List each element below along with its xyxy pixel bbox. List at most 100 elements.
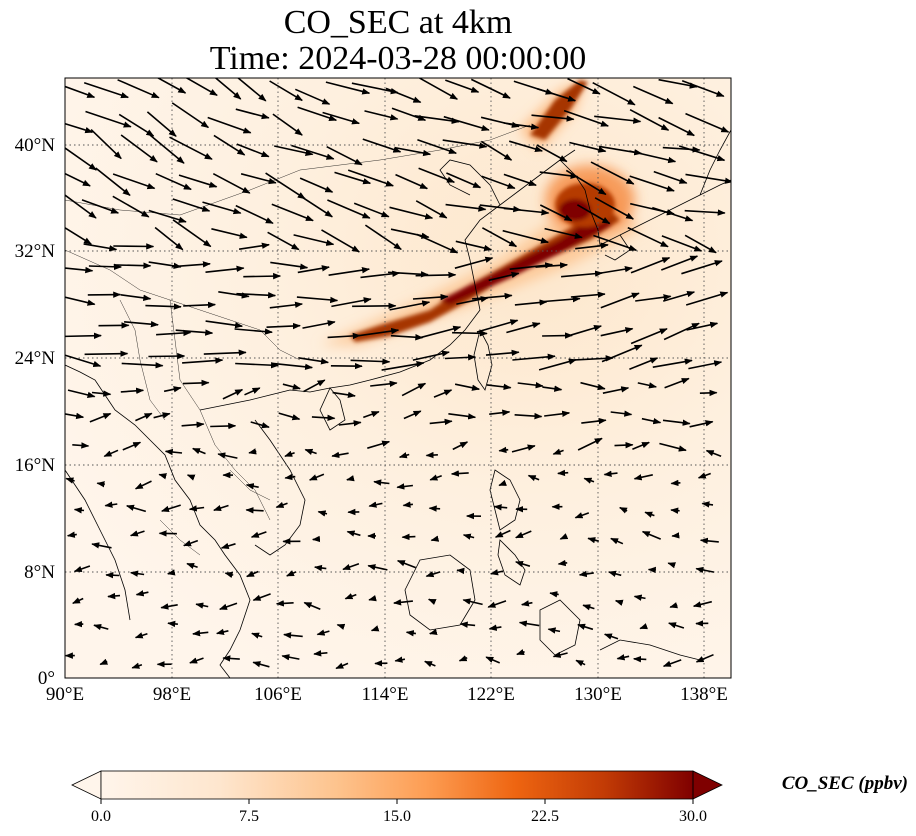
wind-vector-arrow xyxy=(669,602,679,609)
wind-vector-arrow xyxy=(575,242,609,250)
wind-vector-arrow xyxy=(145,303,182,310)
wind-vector-arrow xyxy=(346,530,361,537)
wind-vector-arrow xyxy=(394,146,432,157)
wind-vector-arrow xyxy=(271,362,313,371)
wind-vector-arrow xyxy=(353,202,390,218)
wind-vector-arrow xyxy=(664,377,690,389)
wind-vector-arrow xyxy=(172,198,211,212)
wind-vector-arrow xyxy=(325,81,371,95)
wind-vector-arrow xyxy=(503,122,540,130)
wind-vector-arrow xyxy=(121,362,164,369)
lon-tick: 138°E xyxy=(680,684,728,705)
wind-vector-arrow xyxy=(202,201,242,215)
wind-vector-arrow xyxy=(65,122,94,134)
wind-vector-arrow xyxy=(486,383,512,391)
wind-vector-arrow xyxy=(316,629,330,636)
wind-vector-arrow xyxy=(538,358,577,371)
wind-vector-arrow xyxy=(476,319,519,333)
wind-vector-arrow xyxy=(66,531,77,538)
wind-vector-arrow xyxy=(81,199,120,214)
wind-vector-arrow xyxy=(148,352,186,360)
wind-vector-arrow xyxy=(630,256,671,274)
wind-vector-arrow xyxy=(462,598,483,606)
wind-vector-arrow xyxy=(252,593,271,601)
wind-vector-arrow xyxy=(398,452,410,459)
lon-tick: 98°E xyxy=(153,684,191,705)
wind-vector-arrow xyxy=(272,113,303,136)
wind-vector-arrow xyxy=(222,655,240,662)
wind-vector-arrow xyxy=(342,562,360,571)
wind-vector-arrow xyxy=(502,229,549,244)
wind-vector-arrow xyxy=(90,129,122,160)
wind-vector-arrow xyxy=(104,501,118,508)
wind-vector-arrow xyxy=(381,360,425,371)
wind-vector-arrow xyxy=(107,592,121,600)
wind-vector-arrow xyxy=(637,382,657,389)
wind-vector-arrow xyxy=(452,441,469,451)
wind-vector-arrow xyxy=(178,174,218,188)
wind-vector-arrow xyxy=(134,480,152,490)
wind-vector-arrow xyxy=(235,361,279,369)
wind-vector-arrow xyxy=(328,267,370,276)
wind-vector-arrow xyxy=(518,620,540,627)
wind-vector-arrow xyxy=(661,255,699,271)
wind-vector-arrow xyxy=(574,355,614,362)
wind-vector-arrow xyxy=(213,504,229,512)
wind-vector-arrow xyxy=(326,145,363,166)
wind-vector-arrow xyxy=(167,569,176,576)
wind-vector-arrow xyxy=(269,301,303,309)
wind-vector-arrow xyxy=(275,501,288,509)
lon-tick: 122°E xyxy=(467,684,515,705)
wind-vector-arrow xyxy=(570,291,606,298)
wind-vector-arrow xyxy=(661,235,703,252)
wind-vector-arrow xyxy=(470,78,511,99)
lon-tick: 106°E xyxy=(254,684,302,705)
wind-vector-arrow xyxy=(659,442,687,452)
wind-vector-arrow xyxy=(149,134,185,164)
wind-vector-arrow xyxy=(65,332,102,339)
wind-vector-arrow xyxy=(321,229,360,253)
wind-vector-arrow xyxy=(362,138,402,153)
wind-vector-arrow xyxy=(146,111,177,137)
wind-vector-arrow xyxy=(167,620,178,628)
wind-vector-arrow xyxy=(630,328,668,345)
wind-vector-arrow xyxy=(544,295,581,303)
wind-vector-arrow xyxy=(603,633,619,640)
wind-vector-arrow xyxy=(506,322,541,334)
wind-vector-arrow xyxy=(699,389,718,397)
wind-vector-arrow xyxy=(96,481,105,488)
wind-vector-arrow xyxy=(514,299,548,306)
wind-vector-arrow xyxy=(689,420,714,428)
wind-vector-arrow xyxy=(207,116,252,134)
wind-vector-arrow xyxy=(633,474,653,481)
wind-vector-arrow xyxy=(686,321,719,331)
wind-vector-arrow xyxy=(498,446,509,454)
wind-vector-arrow xyxy=(494,529,511,538)
wind-vector-arrow xyxy=(662,659,682,667)
wind-vector-arrow xyxy=(444,354,477,361)
wind-vector-arrow xyxy=(83,243,118,252)
wind-vector-arrow xyxy=(670,479,681,487)
wind-vector-arrow xyxy=(394,656,406,663)
wind-vector-arrow xyxy=(419,325,462,339)
wind-vector-arrow xyxy=(488,624,502,631)
wind-vector-arrow xyxy=(244,387,261,396)
wind-vector-arrow xyxy=(182,357,224,364)
wind-vector-arrow xyxy=(644,511,655,518)
wind-vector-arrow xyxy=(267,231,300,251)
wind-vector-arrow xyxy=(346,475,355,482)
wind-vector-arrow xyxy=(367,440,391,449)
wind-vector-arrow xyxy=(614,441,634,449)
wind-vector-arrow xyxy=(610,537,624,545)
wind-vector-arrow xyxy=(662,419,691,426)
wind-vector-arrow xyxy=(575,659,586,667)
wind-vector-arrow xyxy=(503,173,537,186)
wind-vector-arrow xyxy=(652,206,694,222)
wind-vector-arrow xyxy=(122,441,142,451)
wind-vector-arrow xyxy=(243,272,282,280)
wind-vector-arrow xyxy=(368,595,377,602)
wind-vector-arrow xyxy=(216,628,229,635)
wind-vector-arrow xyxy=(175,329,214,336)
wind-vector-arrow xyxy=(454,256,494,269)
wind-vector-arrow xyxy=(508,140,543,153)
